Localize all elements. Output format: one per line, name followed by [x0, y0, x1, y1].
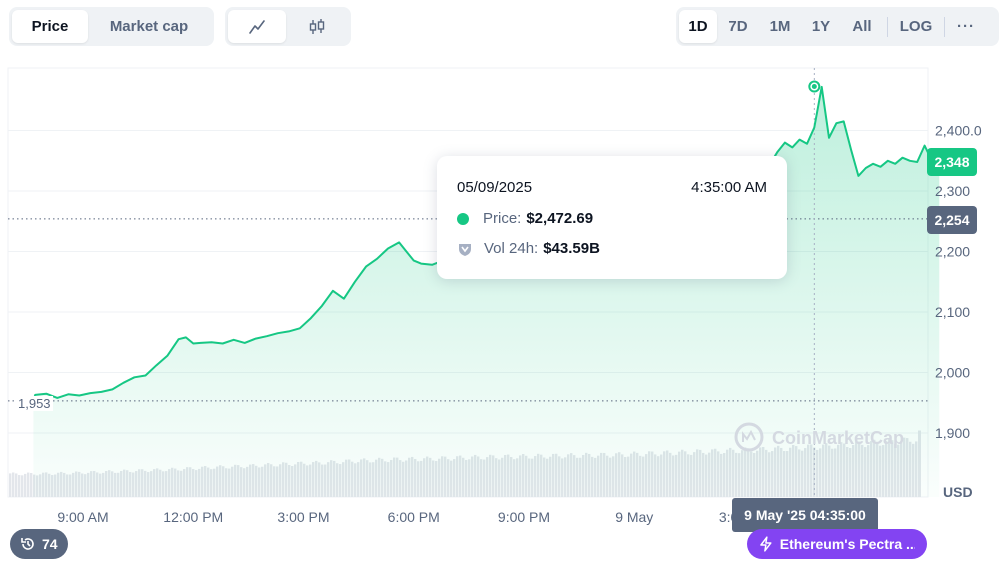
line-chart-icon	[249, 19, 265, 34]
history-clock-icon	[21, 538, 34, 550]
candlestick-button[interactable]	[286, 10, 348, 43]
volume-bar	[9, 473, 12, 497]
y-axis-unit: USD	[943, 484, 973, 500]
y-tick-label: 2,200	[935, 244, 970, 260]
y-tick-label: 2,300	[935, 183, 970, 199]
tooltip-price-row: Price: $2,472.69	[457, 210, 767, 227]
range-7d[interactable]: 7D	[728, 18, 748, 35]
x-tick-label: 12:00 PM	[163, 509, 223, 525]
tooltip-price-value: $2,472.69	[526, 210, 594, 227]
candlestick-icon	[309, 18, 325, 34]
volume-bar	[30, 472, 33, 497]
log-scale-button[interactable]: LOG	[899, 18, 933, 35]
tooltip-price-label: Price:	[483, 210, 522, 227]
volume-bar	[12, 472, 15, 497]
tooltip-date-row: 05/09/2025 4:35:00 AM	[457, 179, 767, 196]
lightning-icon	[760, 536, 772, 552]
volume-shield-icon	[459, 243, 471, 256]
history-button[interactable]: 74	[10, 529, 68, 559]
reference-price-badge: 2,254	[927, 206, 977, 234]
current-price-badge: 2,348	[927, 148, 977, 176]
range-1d[interactable]: 1D	[679, 10, 717, 43]
more-options-button[interactable]: ···	[957, 18, 975, 35]
x-tick-label: 3:00 PM	[277, 509, 329, 525]
chart-type-toggle	[225, 7, 351, 46]
x-tick-label: 6:00 PM	[388, 509, 440, 525]
volume-bar	[24, 473, 27, 497]
range-toggle: 1D 7D 1M 1Y All LOG ···	[676, 7, 999, 46]
highlight-point-core	[811, 84, 817, 90]
range-1y[interactable]: 1Y	[811, 18, 831, 35]
open-price-label: 1,953	[16, 396, 53, 411]
news-event-label: Ethereum's Pectra ...	[779, 536, 915, 552]
y-tick-label: 2,100	[935, 304, 970, 320]
tooltip-volume-label: Vol 24h:	[484, 240, 539, 257]
toolbar-divider	[944, 16, 945, 37]
tab-market-cap[interactable]: Market cap	[109, 18, 189, 35]
volume-bar	[15, 473, 18, 497]
price-tooltip: 05/09/2025 4:35:00 AM Price: $2,472.69 V…	[437, 156, 787, 279]
metric-toggle: Price Market cap	[9, 7, 214, 46]
history-count: 74	[42, 536, 58, 552]
volume-bar	[27, 472, 30, 497]
crosshair-time-label: 9 May '25 04:35:00	[732, 498, 878, 532]
range-1m[interactable]: 1M	[769, 18, 791, 35]
y-tick-label: 1,900	[935, 425, 970, 441]
x-tick-label: 9:00 AM	[57, 509, 108, 525]
tooltip-volume-value: $43.59B	[543, 240, 600, 257]
x-tick-label: 9 May	[615, 509, 653, 525]
x-tick-label: 9:00 PM	[498, 509, 550, 525]
toolbar-divider	[887, 16, 888, 37]
range-all[interactable]: All	[852, 18, 872, 35]
line-chart-button[interactable]	[228, 10, 286, 43]
news-event-button[interactable]: Ethereum's Pectra ...	[747, 529, 927, 559]
price-dot-icon	[457, 212, 469, 225]
watermark-text: CoinMarketCap	[772, 428, 904, 448]
volume-bar	[21, 475, 24, 497]
coinmarketcap-logo-mark	[742, 429, 756, 442]
tooltip-time: 4:35:00 AM	[691, 179, 767, 196]
y-tick-label: 2,000	[935, 365, 970, 381]
tab-price[interactable]: Price	[12, 10, 88, 43]
coinmarketcap-logo-icon	[734, 422, 764, 452]
tooltip-volume-row: Vol 24h: $43.59B	[457, 240, 767, 257]
tooltip-date: 05/09/2025	[457, 179, 533, 196]
volume-bar	[18, 475, 21, 497]
y-tick-label: 2,400.0	[935, 123, 982, 139]
price-area-fill	[33, 86, 940, 498]
